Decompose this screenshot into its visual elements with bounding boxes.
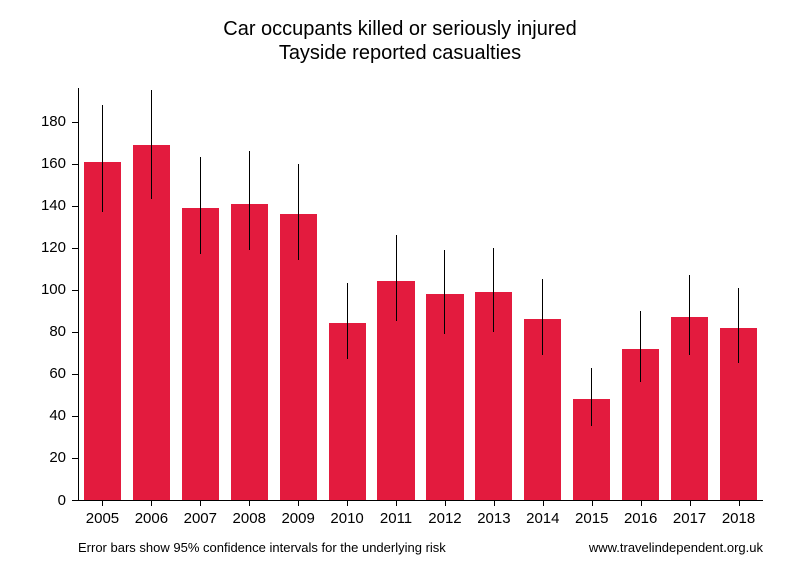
y-tick-label: 100 xyxy=(0,281,66,298)
bar xyxy=(84,162,121,500)
x-tick-label: 2011 xyxy=(372,510,421,527)
error-bar xyxy=(102,105,103,212)
y-tick-label: 120 xyxy=(0,239,66,256)
y-tick-label: 20 xyxy=(0,449,66,466)
x-tick-mark xyxy=(592,500,593,506)
footer-note-right: www.travelindependent.org.uk xyxy=(589,540,763,555)
x-tick-label: 2013 xyxy=(469,510,518,527)
error-bar xyxy=(542,279,543,355)
chart-title-line1: Car occupants killed or seriously injure… xyxy=(0,18,800,41)
x-tick-mark xyxy=(494,500,495,506)
x-tick-mark xyxy=(249,500,250,506)
y-tick-mark xyxy=(72,458,78,459)
y-tick-mark xyxy=(72,332,78,333)
y-tick-mark xyxy=(72,206,78,207)
x-tick-label: 2006 xyxy=(127,510,176,527)
x-tick-mark xyxy=(641,500,642,506)
error-bar xyxy=(200,157,201,254)
footer-note-left: Error bars show 95% confidence intervals… xyxy=(78,540,446,555)
y-tick-label: 60 xyxy=(0,365,66,382)
x-tick-label: 2018 xyxy=(714,510,763,527)
x-tick-label: 2012 xyxy=(421,510,470,527)
y-tick-mark xyxy=(72,416,78,417)
y-tick-label: 180 xyxy=(0,113,66,130)
error-bar xyxy=(347,283,348,359)
error-bar xyxy=(396,235,397,321)
y-axis xyxy=(78,88,79,500)
plot-area xyxy=(78,88,763,500)
x-tick-mark xyxy=(298,500,299,506)
x-tick-mark xyxy=(200,500,201,506)
x-tick-mark xyxy=(347,500,348,506)
x-tick-mark xyxy=(690,500,691,506)
x-tick-label: 2008 xyxy=(225,510,274,527)
x-tick-label: 2015 xyxy=(567,510,616,527)
x-tick-label: 2010 xyxy=(323,510,372,527)
x-tick-mark xyxy=(543,500,544,506)
y-tick-label: 140 xyxy=(0,197,66,214)
x-tick-label: 2005 xyxy=(78,510,127,527)
x-tick-mark xyxy=(396,500,397,506)
y-tick-mark xyxy=(72,500,78,501)
y-tick-mark xyxy=(72,248,78,249)
y-tick-mark xyxy=(72,122,78,123)
y-tick-mark xyxy=(72,164,78,165)
error-bar xyxy=(249,151,250,250)
error-bar xyxy=(640,311,641,382)
error-bar xyxy=(298,164,299,261)
x-tick-label: 2009 xyxy=(274,510,323,527)
chart-container: Car occupants killed or seriously injure… xyxy=(0,0,800,580)
error-bar xyxy=(738,288,739,364)
y-tick-mark xyxy=(72,290,78,291)
y-tick-label: 160 xyxy=(0,155,66,172)
x-tick-mark xyxy=(445,500,446,506)
x-tick-label: 2017 xyxy=(665,510,714,527)
error-bar xyxy=(444,250,445,334)
y-tick-mark xyxy=(72,374,78,375)
chart-title-line2: Tayside reported casualties xyxy=(0,42,800,65)
x-tick-mark xyxy=(739,500,740,506)
error-bar xyxy=(689,275,690,355)
y-tick-label: 0 xyxy=(0,492,66,509)
x-tick-label: 2014 xyxy=(518,510,567,527)
error-bar xyxy=(493,248,494,332)
error-bar xyxy=(591,368,592,427)
x-tick-label: 2016 xyxy=(616,510,665,527)
error-bar xyxy=(151,90,152,199)
y-tick-label: 40 xyxy=(0,407,66,424)
x-tick-mark xyxy=(151,500,152,506)
y-tick-label: 80 xyxy=(0,323,66,340)
x-tick-mark xyxy=(102,500,103,506)
x-tick-label: 2007 xyxy=(176,510,225,527)
x-axis xyxy=(78,500,763,501)
